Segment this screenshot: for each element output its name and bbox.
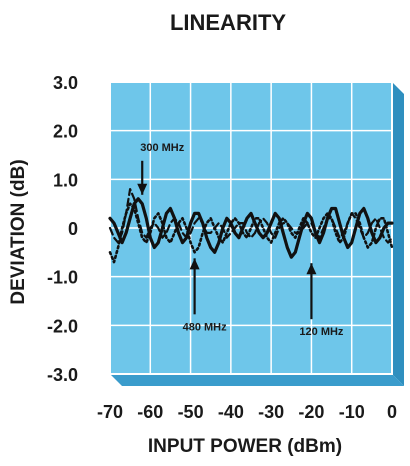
annotation-label: 120 MHz [299,326,344,338]
x-tick-label: -60 [137,402,163,422]
series-line-2 [108,202,394,264]
series-line-1 [108,197,394,259]
series-line-3 [108,188,394,244]
x-axis-label: INPUT POWER (dBm) [148,436,342,457]
x-tick-label: 0 [387,402,397,422]
x-tick-label: -20 [298,402,324,422]
x-tick-label: -30 [258,402,284,422]
frame-right-bevel [392,82,404,386]
annotation-arrow-head [189,258,200,270]
y-tick-label: -1.0 [47,268,78,288]
y-tick-label: -2.0 [47,316,78,336]
y-tick-label: -3.0 [47,365,78,385]
series-layer [108,188,394,264]
y-tick-label: 3.0 [53,73,78,93]
annotation-arrow-head [306,263,317,275]
x-tick-label: -50 [178,402,204,422]
y-tick-label: 2.0 [53,122,78,142]
annotation-label: 300 MHz [140,142,185,154]
annotation-label: 480 MHz [183,321,228,333]
x-tick-label: -70 [97,402,123,422]
frame-bottom-bevel [110,374,404,386]
chart-title: LINEARITY [170,10,286,35]
y-tick-labels: 3.0 2.0 1.0 0 -1.0 -2.0 -3.0 [47,73,78,385]
annotation-layer: 300 MHz 480 MHz 120 MHz [137,142,344,338]
y-tick-label: 0 [68,219,78,239]
x-tick-labels: -70 -60 -50 -40 -30 -20 -10 0 [97,402,397,422]
y-axis-label: DEVIATION (dB) [8,159,29,304]
y-tick-label: 1.0 [53,170,78,190]
x-tick-label: -10 [339,402,365,422]
annotation-arrow-head [137,183,148,195]
x-tick-label: -40 [218,402,244,422]
